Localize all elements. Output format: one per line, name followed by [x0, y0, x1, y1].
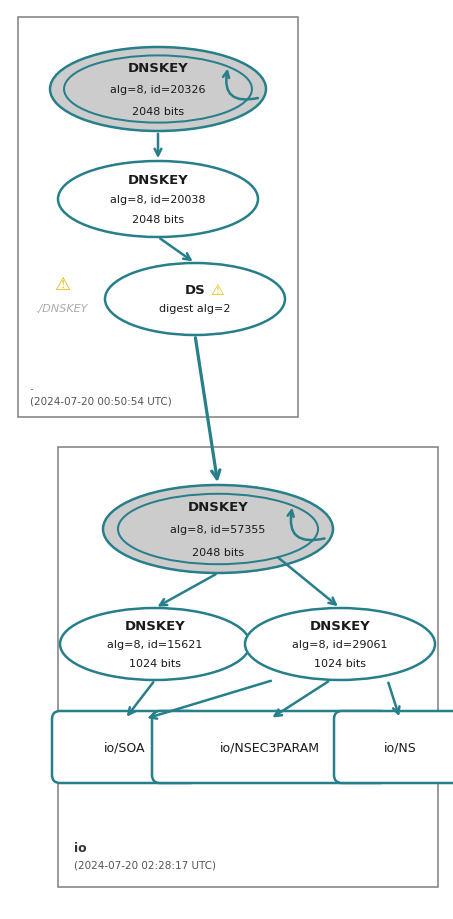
Ellipse shape: [50, 48, 266, 131]
Ellipse shape: [58, 162, 258, 238]
Text: DNSKEY: DNSKEY: [309, 619, 371, 632]
Text: digest alg=2: digest alg=2: [159, 304, 231, 314]
Text: DS: DS: [185, 284, 205, 297]
Bar: [58, 448, 438, 887]
Text: (2024-07-20 00:50:54 UTC): (2024-07-20 00:50:54 UTC): [30, 395, 172, 405]
FancyBboxPatch shape: [152, 711, 388, 783]
Text: (2024-07-20 02:28:17 UTC): (2024-07-20 02:28:17 UTC): [74, 859, 216, 869]
Text: 1024 bits: 1024 bits: [314, 658, 366, 668]
Text: DNSKEY: DNSKEY: [128, 62, 188, 74]
Ellipse shape: [105, 264, 285, 335]
Text: DNSKEY: DNSKEY: [188, 500, 248, 513]
Text: alg=8, id=20326: alg=8, id=20326: [110, 85, 206, 95]
Text: alg=8, id=57355: alg=8, id=57355: [170, 525, 266, 535]
Text: io/SOA: io/SOA: [104, 741, 146, 754]
Bar: [18, 18, 298, 417]
Text: .: .: [30, 380, 34, 392]
Ellipse shape: [103, 485, 333, 573]
Text: DNSKEY: DNSKEY: [125, 619, 185, 632]
Text: ⚠: ⚠: [54, 276, 70, 294]
Text: 2048 bits: 2048 bits: [132, 107, 184, 117]
Text: io: io: [74, 841, 87, 854]
FancyBboxPatch shape: [334, 711, 453, 783]
Text: io/NS: io/NS: [384, 741, 416, 754]
Text: DNSKEY: DNSKEY: [128, 174, 188, 187]
Text: io/NSEC3PARAM: io/NSEC3PARAM: [220, 741, 320, 754]
Ellipse shape: [245, 608, 435, 680]
Text: alg=8, id=20038: alg=8, id=20038: [110, 195, 206, 205]
FancyBboxPatch shape: [52, 711, 198, 783]
Text: ⚠: ⚠: [210, 283, 224, 298]
Text: alg=8, id=15621: alg=8, id=15621: [107, 640, 202, 650]
Text: 2048 bits: 2048 bits: [132, 214, 184, 224]
Text: 2048 bits: 2048 bits: [192, 548, 244, 557]
Text: 1024 bits: 1024 bits: [129, 658, 181, 668]
Text: ./DNSKEY: ./DNSKEY: [36, 303, 88, 313]
Ellipse shape: [60, 608, 250, 680]
Text: alg=8, id=29061: alg=8, id=29061: [292, 640, 388, 650]
